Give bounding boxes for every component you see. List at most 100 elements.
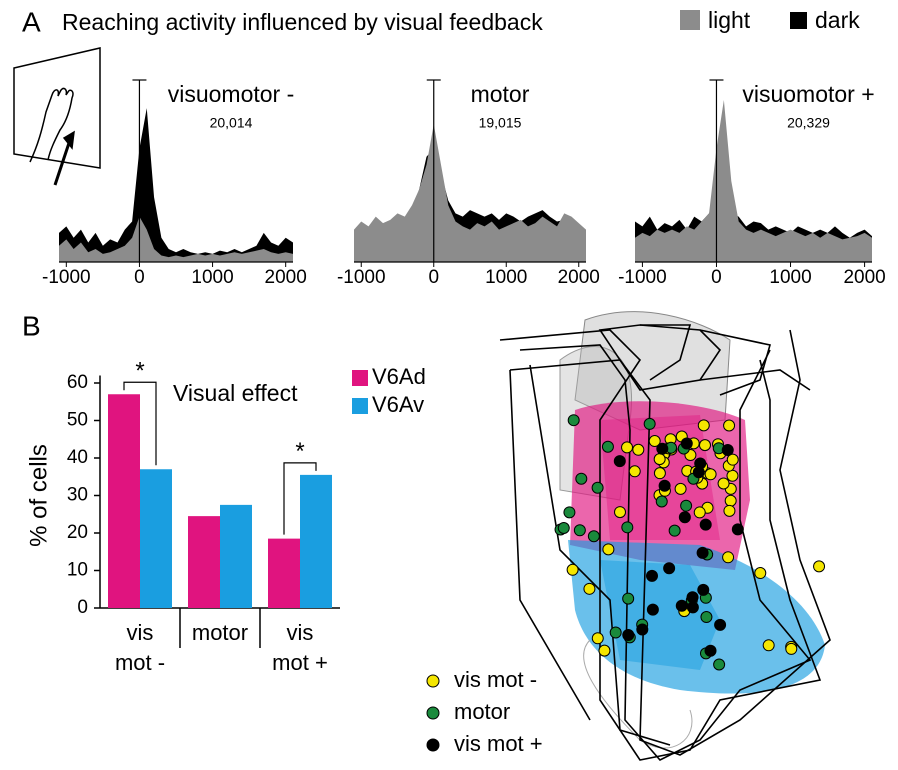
legend-dot xyxy=(427,707,439,719)
bar xyxy=(140,469,172,608)
legend-label: vis mot + xyxy=(454,731,543,756)
cell-dot xyxy=(715,619,726,630)
cell-dot xyxy=(705,645,716,656)
cell-dot xyxy=(714,659,725,670)
x-tick-label: -1000 xyxy=(337,267,386,288)
cell-dot xyxy=(687,602,698,613)
cell-dot xyxy=(568,415,579,426)
cell-dot xyxy=(755,568,766,579)
legend-label: dark xyxy=(815,7,860,33)
cell-dot xyxy=(584,583,595,594)
cell-dot xyxy=(675,483,686,494)
cell-dot xyxy=(664,563,675,574)
cell-dot xyxy=(814,561,825,572)
y-tick-label: 10 xyxy=(67,560,88,581)
cell-dot xyxy=(644,418,655,429)
cell-dot xyxy=(623,593,634,604)
chart-subtitle: 19,015 xyxy=(479,115,522,131)
cell-dot xyxy=(669,525,680,536)
legend-label: V6Av xyxy=(372,392,424,417)
cell-dot xyxy=(637,624,648,635)
cell-dot xyxy=(786,643,797,654)
x-tick-label: motor xyxy=(187,618,253,648)
cell-dot xyxy=(602,441,613,452)
legend-swatch xyxy=(680,10,700,30)
x-tick-label: 0 xyxy=(134,267,145,288)
y-tick-label: 20 xyxy=(67,522,88,543)
cell-dot xyxy=(647,604,658,615)
x-tick-label: -1000 xyxy=(618,267,667,288)
y-tick-label: 60 xyxy=(67,372,88,393)
cell-dot xyxy=(681,500,692,511)
cell-dot xyxy=(574,525,585,536)
cell-dot xyxy=(654,468,665,479)
cell-dot xyxy=(693,467,704,478)
cell-dot xyxy=(763,640,774,651)
x-tick-label: 2000 xyxy=(265,267,307,288)
cell-dot xyxy=(656,496,667,507)
brain-map xyxy=(500,312,830,760)
psth-area xyxy=(635,100,872,262)
cell-dot xyxy=(681,438,692,449)
cell-dot xyxy=(657,443,668,454)
cell-dot xyxy=(592,482,603,493)
cell-dot xyxy=(558,523,569,534)
cell-dot xyxy=(576,473,587,484)
cell-dot xyxy=(723,552,734,563)
legend-dot xyxy=(427,675,439,687)
legend-dot xyxy=(427,739,439,751)
cell-dot xyxy=(564,507,575,518)
cell-dot xyxy=(698,420,709,431)
panel-label: A xyxy=(22,6,41,37)
cell-dot xyxy=(614,456,625,467)
cell-dot xyxy=(732,524,743,535)
cell-dot xyxy=(701,612,712,623)
x-tick-label: 2000 xyxy=(843,267,885,288)
cell-dot xyxy=(727,470,738,481)
cell-dot xyxy=(623,630,634,641)
annotation: Visual effect xyxy=(173,380,298,406)
y-tick-label: 0 xyxy=(77,597,88,618)
x-tick-label: -1000 xyxy=(42,267,91,288)
cell-dot xyxy=(629,466,640,477)
cell-dot xyxy=(610,627,621,638)
x-tick-label: 0 xyxy=(711,267,722,288)
x-tick-label: 1000 xyxy=(485,267,527,288)
psth-area xyxy=(59,108,293,262)
cell-dot xyxy=(699,440,710,451)
x-tick-label: 1000 xyxy=(769,267,811,288)
cell-dot xyxy=(718,478,729,489)
x-tick-label: vis mot + xyxy=(267,618,333,678)
chart-title: motor xyxy=(471,81,530,107)
x-tick-label: 2000 xyxy=(558,267,600,288)
cell-dot xyxy=(588,531,599,542)
cell-dot xyxy=(724,505,735,516)
legend-label: light xyxy=(708,7,751,33)
legend-swatch xyxy=(352,370,368,386)
legend-label: motor xyxy=(454,699,510,724)
cell-dot xyxy=(698,584,709,595)
cell-dot xyxy=(659,480,670,491)
psth-area xyxy=(354,124,586,262)
legend-label: V6Ad xyxy=(372,364,426,389)
figure: A B Reaching activity influenced by visu… xyxy=(0,0,898,770)
x-tick-label: vis mot - xyxy=(107,618,173,678)
y-tick-label: 40 xyxy=(67,447,88,468)
cell-dot xyxy=(700,519,711,530)
bar xyxy=(268,539,300,608)
significance-star: * xyxy=(295,438,304,465)
cell-dot xyxy=(722,444,733,455)
x-tick-label: 1000 xyxy=(191,267,233,288)
x-tick-label: 0 xyxy=(428,267,439,288)
reaching-sketch xyxy=(14,48,100,185)
cell-dot xyxy=(725,495,736,506)
y-tick-label: 30 xyxy=(67,485,88,506)
cell-dot xyxy=(697,547,708,558)
figure-title: Reaching activity influenced by visual f… xyxy=(62,9,543,35)
bar xyxy=(108,394,140,608)
legend-swatch xyxy=(352,398,368,414)
legend-swatch xyxy=(790,12,807,29)
bar xyxy=(300,475,332,608)
chart-subtitle: 20,329 xyxy=(787,115,830,131)
bar xyxy=(188,516,220,608)
